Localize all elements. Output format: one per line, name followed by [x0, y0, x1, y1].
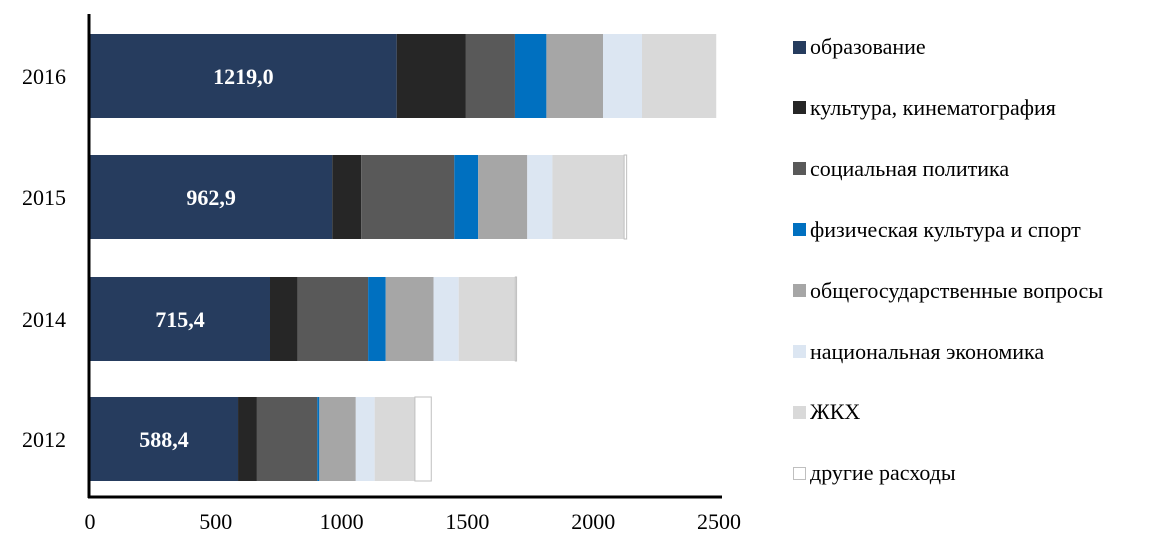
bar-2012-series-6: [374, 397, 415, 481]
bar-2012-series-4: [319, 397, 356, 481]
bar-2016-series-5: [603, 34, 643, 118]
y-axis-labels: 2016 2015 2014 2012: [22, 64, 66, 452]
legend-swatch: [793, 466, 806, 480]
x-tick-label-1000: 1000: [320, 509, 364, 534]
bar-2012-series-1: [238, 397, 257, 481]
x-tick-label-500: 500: [199, 509, 232, 534]
legend-swatch: [793, 405, 806, 419]
legend-label: ЖКХ: [810, 399, 861, 425]
bar-2016-series-0: [90, 34, 397, 118]
x-tick-label-2000: 2000: [571, 509, 615, 534]
bar-2014-series-1: [269, 277, 298, 361]
legend-item: физическая культура и спорт: [793, 215, 1081, 245]
bar-2014-series-0: [90, 277, 270, 361]
y-tick-label-2014: 2014: [22, 307, 66, 332]
bar-2015-series-1: [332, 155, 362, 239]
bar-2015-series-0: [90, 155, 333, 239]
bar-2016-series-4: [546, 34, 604, 118]
bar-2016-series-2: [465, 34, 515, 118]
chart-plot: 1219,0 962,9 715,4 588,4 2016 2015 2014 2012 0…: [22, 14, 742, 534]
legend-swatch: [793, 101, 806, 115]
data-label-2016: 1219,0: [213, 64, 274, 89]
x-tick-label-2500: 2500: [697, 509, 741, 534]
y-tick-label-2015: 2015: [22, 185, 66, 210]
y-tick-label-2016: 2016: [22, 64, 66, 89]
bar-2014-series-5: [433, 277, 459, 361]
legend-item: национальная экономика: [793, 337, 1044, 367]
bar-2014-series-7: [514, 276, 518, 362]
legend-swatch: [793, 40, 806, 54]
bars-group: [90, 34, 717, 482]
bar-2014-series-4: [385, 277, 434, 361]
bar-2015-series-2: [361, 155, 455, 239]
bar-2016-series-6: [642, 34, 717, 118]
bar-2014-series-3: [368, 277, 386, 361]
legend-swatch: [793, 284, 806, 298]
bar-2015-series-6: [552, 155, 625, 239]
bar-2012-series-5: [355, 397, 375, 481]
bar-2015-series-5: [527, 155, 553, 239]
legend-item: другие расходы: [793, 458, 956, 488]
legend-label: культура, кинематография: [810, 94, 1056, 120]
legend-item: ЖКХ: [793, 397, 860, 427]
legend-item: социальная политика: [793, 154, 1009, 184]
legend-swatch: [793, 223, 806, 237]
bar-2016-series-1: [396, 34, 466, 118]
y-tick-label-2012: 2012: [22, 427, 66, 452]
legend-swatch: [793, 345, 806, 358]
legend-item: культура, кинематография: [793, 93, 1056, 123]
bar-2016-series-3: [514, 34, 547, 118]
x-tick-label-0: 0: [85, 509, 96, 534]
data-label-2015: 962,9: [186, 185, 236, 210]
x-tick-label-1500: 1500: [445, 509, 489, 534]
x-axis-labels: 0 500 1000 1500 2000 2500: [85, 509, 742, 534]
legend-label: общегосударственные вопросы: [810, 277, 1104, 303]
bar-2014-series-2: [297, 277, 369, 361]
data-label-2012: 588,4: [139, 427, 189, 452]
bar-2014-series-6: [458, 277, 516, 361]
legend-label: образование: [810, 34, 926, 59]
legend-swatch: [793, 162, 806, 176]
legend-label: национальная экономика: [810, 338, 1045, 364]
legend-label: социальная политика: [810, 155, 1010, 181]
bar-2012-series-0: [90, 397, 239, 481]
legend-label: другие расходы: [810, 460, 956, 486]
legend-item: общегосударственные вопросы: [793, 276, 1103, 306]
bar-2015-series-3: [454, 155, 479, 239]
bar-2015-series-7: [623, 154, 628, 240]
bar-2012-series-7: [414, 396, 432, 482]
data-label-2014: 715,4: [155, 307, 205, 332]
bar-2012-series-3: [317, 397, 320, 481]
data-labels-group: 1219,0 962,9 715,4 588,4: [139, 64, 273, 452]
legend-label: физическая культура и спорт: [810, 216, 1081, 242]
legend-item: образование: [793, 32, 926, 62]
bar-2012-series-2: [256, 397, 318, 481]
bar-2015-series-4: [478, 155, 528, 239]
